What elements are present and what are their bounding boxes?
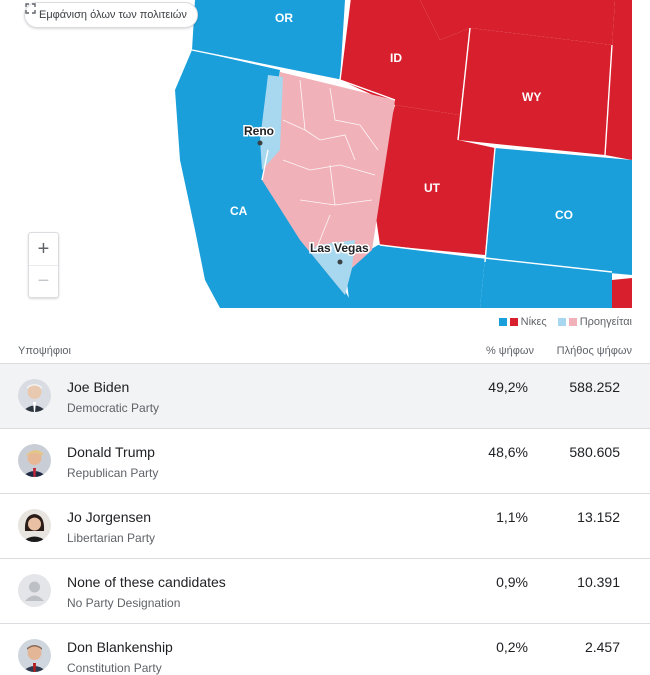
candidate-name: Donald Trump	[67, 444, 155, 460]
state-oregon[interactable]	[192, 0, 345, 80]
state-new-mexico[interactable]	[480, 258, 612, 308]
city-dot-las-vegas	[337, 259, 343, 265]
header-vote-count: Πλήθος ψήφων	[556, 345, 632, 357]
zoom-out-button[interactable]: −	[29, 265, 58, 297]
candidate-vote-pct: 0,2%	[496, 639, 528, 655]
state-utah[interactable]	[372, 105, 495, 255]
table-row[interactable]: Joe Biden Democratic Party 49,2% 588.252	[0, 364, 650, 429]
candidate-name: Jo Jorgensen	[67, 509, 152, 525]
results-table-header: Υποψήφιοι % ψήφων Πλήθος ψήφων	[0, 340, 650, 364]
candidate-name: Joe Biden	[67, 379, 130, 395]
avatar	[18, 379, 51, 412]
legend-swatch-dem-lead	[557, 318, 566, 326]
legend-wins-label: Νίκες	[520, 316, 547, 328]
county-clark	[310, 240, 355, 295]
table-row[interactable]: None of these candidates No Party Design…	[0, 559, 650, 624]
table-row[interactable]: Jo Jorgensen Libertarian Party 1,1% 13.1…	[0, 494, 650, 559]
show-all-states-label: Εμφάνιση όλων των πολιτειών	[39, 9, 187, 21]
state-colorado[interactable]	[485, 148, 632, 275]
avatar	[18, 639, 51, 672]
candidate-vote-pct: 1,1%	[496, 509, 528, 525]
state-label-ut: UT	[424, 181, 441, 195]
candidate-party: Republican Party	[67, 466, 159, 480]
candidate-vote-count: 580.605	[569, 444, 620, 460]
state-label-ca: CA	[230, 204, 248, 218]
state-label-id: ID	[390, 51, 402, 65]
legend-swatch-rep-lead	[568, 318, 577, 326]
city-label-reno: Reno	[244, 124, 274, 138]
candidate-vote-pct: 48,6%	[488, 444, 528, 460]
candidate-party: Democratic Party	[67, 401, 160, 415]
legend-swatch-dem-win	[498, 318, 507, 326]
state-montana[interactable]	[420, 0, 615, 45]
header-candidates: Υποψήφιοι	[18, 345, 71, 357]
county-washoe	[260, 75, 283, 170]
show-all-states-button[interactable]: Εμφάνιση όλων των πολιτειών	[24, 2, 198, 28]
candidate-vote-count: 13.152	[577, 509, 620, 525]
city-label-las-vegas: Las Vegas	[310, 241, 369, 255]
legend-swatch-rep-win	[509, 318, 518, 326]
city-dot-reno	[257, 140, 263, 146]
candidate-vote-pct: 0,9%	[496, 574, 528, 590]
candidate-vote-count: 10.391	[577, 574, 620, 590]
avatar	[18, 444, 51, 477]
state-arizona[interactable]	[345, 245, 485, 308]
zoom-controls: + −	[28, 232, 59, 298]
avatar-placeholder-icon	[18, 574, 51, 607]
state-map-svg: OR ID WY CA UT CO Reno Las Vegas	[175, 0, 650, 308]
election-map[interactable]: OR ID WY CA UT CO Reno Las Vegas Εμφάνισ…	[0, 0, 650, 308]
state-wyoming[interactable]	[458, 28, 612, 155]
map-legend: Νίκες Προηγείται	[498, 316, 632, 328]
avatar	[18, 509, 51, 542]
candidate-vote-count: 588.252	[569, 379, 620, 395]
candidate-party: No Party Designation	[67, 596, 181, 610]
header-vote-pct: % ψήφων	[485, 345, 534, 357]
candidate-party: Constitution Party	[67, 661, 162, 675]
zoom-in-button[interactable]: +	[37, 237, 50, 260]
table-row[interactable]: Donald Trump Republican Party 48,6% 580.…	[0, 429, 650, 494]
results-table: Joe Biden Democratic Party 49,2% 588.252…	[0, 364, 650, 675]
legend-leading-label: Προηγείται	[579, 316, 632, 328]
candidate-vote-count: 2.457	[584, 639, 620, 655]
state-idaho[interactable]	[340, 0, 470, 115]
state-label-co: CO	[555, 208, 573, 222]
candidate-name: None of these candidates	[67, 574, 226, 590]
table-row[interactable]: Don Blankenship Constitution Party 0,2% …	[0, 624, 650, 675]
candidate-vote-pct: 49,2%	[488, 379, 528, 395]
state-label-wy: WY	[522, 90, 541, 104]
candidate-party: Libertarian Party	[67, 531, 156, 545]
candidate-name: Don Blankenship	[67, 639, 173, 655]
state-label-or: OR	[275, 11, 293, 25]
